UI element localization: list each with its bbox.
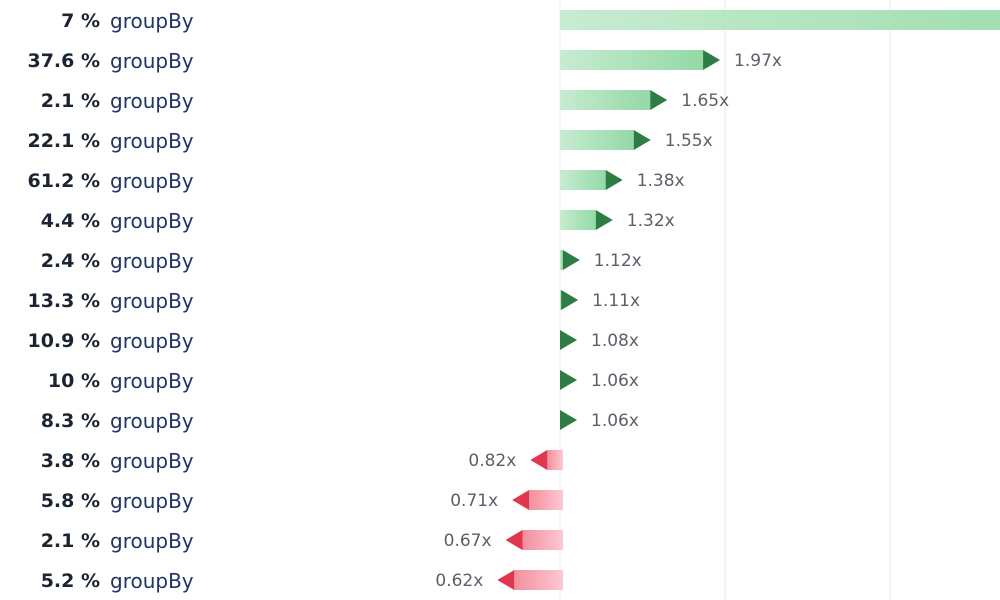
value-label: 0.82x bbox=[468, 451, 516, 471]
row-label: groupBy bbox=[110, 409, 194, 433]
row-percent: 10.9 % bbox=[27, 330, 100, 352]
chart-row: 7 %groupBy4.83x bbox=[61, 9, 1000, 33]
row-percent: 7 % bbox=[61, 10, 100, 32]
chart-row: 37.6 % groupBy 1.97x bbox=[27, 49, 782, 73]
value-label: 1.06x bbox=[591, 371, 639, 391]
row-label: groupBy bbox=[110, 289, 194, 313]
row-percent: 3.8 % bbox=[41, 450, 100, 472]
value-label: 1.65x bbox=[681, 91, 729, 111]
value-label: 1.06x bbox=[591, 411, 639, 431]
chart-row: 22.1 % groupBy 1.55x bbox=[27, 129, 712, 153]
row-label: groupBy bbox=[110, 569, 194, 593]
bar-body bbox=[529, 490, 563, 510]
row-percent: 2.1 % bbox=[41, 90, 100, 112]
row-percent: 5.2 % bbox=[41, 570, 100, 592]
row-percent: 2.4 % bbox=[41, 250, 100, 272]
chart-row: 5.2 % groupBy 0.62x bbox=[41, 569, 563, 593]
value-label: 1.97x bbox=[734, 51, 782, 71]
bar-arrow-up bbox=[560, 330, 577, 350]
row-label: groupBy bbox=[110, 329, 194, 353]
bar-body bbox=[560, 250, 563, 270]
row-percent: 5.8 % bbox=[41, 490, 100, 512]
bar-arrow-down bbox=[530, 450, 548, 470]
chart-row: 2.1 % groupBy 0.67x bbox=[41, 529, 563, 553]
chart-row: 2.4 % groupBy 1.12x bbox=[41, 249, 642, 273]
bar-body bbox=[560, 170, 606, 190]
chart-row: 5.8 % groupBy 0.71x bbox=[41, 489, 563, 513]
row-label: groupBy bbox=[110, 249, 194, 273]
row-percent: 8.3 % bbox=[41, 410, 100, 432]
bar-body bbox=[560, 50, 704, 70]
chart-row: 13.3 % groupBy 1.11x bbox=[27, 289, 640, 313]
bar-arrow-down bbox=[505, 530, 523, 550]
chart-row: 4.4 % groupBy 1.32x bbox=[41, 209, 675, 233]
bar-arrow-up bbox=[650, 90, 668, 110]
bar-arrow-up bbox=[595, 210, 613, 230]
row-percent: 13.3 % bbox=[27, 290, 100, 312]
chart-row: 10 % groupBy 1.06x bbox=[48, 369, 639, 393]
chart-row: 8.3 % groupBy 1.06x bbox=[41, 409, 639, 433]
row-percent: 10 % bbox=[48, 370, 100, 392]
value-label: 0.71x bbox=[450, 491, 498, 511]
bar-arrow-down bbox=[512, 490, 530, 510]
row-label: groupBy bbox=[110, 129, 194, 153]
bar-body bbox=[560, 90, 651, 110]
chart-row: 2.1 % groupBy 1.65x bbox=[41, 89, 729, 113]
bar-arrow-up bbox=[703, 50, 721, 70]
value-label: 1.08x bbox=[591, 331, 639, 351]
row-label: groupBy bbox=[110, 449, 194, 473]
value-label: 1.12x bbox=[594, 251, 642, 271]
row-label: groupBy bbox=[110, 209, 194, 233]
value-label: 1.38x bbox=[637, 171, 685, 191]
bar-arrow-up bbox=[560, 410, 577, 430]
bar-body bbox=[560, 10, 1000, 30]
bar-body bbox=[560, 210, 596, 230]
bar-arrow-up bbox=[605, 170, 623, 190]
chart-row: 10.9 % groupBy 1.08x bbox=[27, 329, 638, 353]
row-label: groupBy bbox=[110, 89, 194, 113]
value-label: 0.67x bbox=[444, 531, 492, 551]
row-label: groupBy bbox=[110, 489, 194, 513]
row-percent: 37.6 % bbox=[27, 50, 100, 72]
bar-body bbox=[560, 290, 562, 310]
value-label: 1.55x bbox=[665, 131, 713, 151]
bar-arrow-down bbox=[497, 570, 515, 590]
row-label: groupBy bbox=[110, 9, 194, 33]
row-label: groupBy bbox=[110, 169, 194, 193]
bar-body bbox=[560, 130, 634, 150]
chart-row: 61.2 % groupBy 1.38x bbox=[27, 169, 684, 193]
row-label: groupBy bbox=[110, 369, 194, 393]
row-label: groupBy bbox=[110, 49, 194, 73]
bar-body bbox=[522, 530, 563, 550]
bar-arrow-up bbox=[561, 290, 579, 310]
row-percent: 2.1 % bbox=[41, 530, 100, 552]
row-label: groupBy bbox=[110, 529, 194, 553]
bar-arrow-up bbox=[633, 130, 651, 150]
bar-body bbox=[514, 570, 563, 590]
bar-arrow-up bbox=[562, 250, 580, 270]
bar-arrow-up bbox=[560, 370, 577, 390]
row-percent: 61.2 % bbox=[27, 170, 100, 192]
row-percent: 22.1 % bbox=[27, 130, 100, 152]
value-label: 1.11x bbox=[592, 291, 640, 311]
row-percent: 4.4 % bbox=[41, 210, 100, 232]
value-label: 0.62x bbox=[435, 571, 483, 591]
value-label: 1.32x bbox=[627, 211, 675, 231]
chart-row: 3.8 % groupBy 0.82x bbox=[41, 449, 563, 473]
bar-body bbox=[547, 450, 563, 470]
